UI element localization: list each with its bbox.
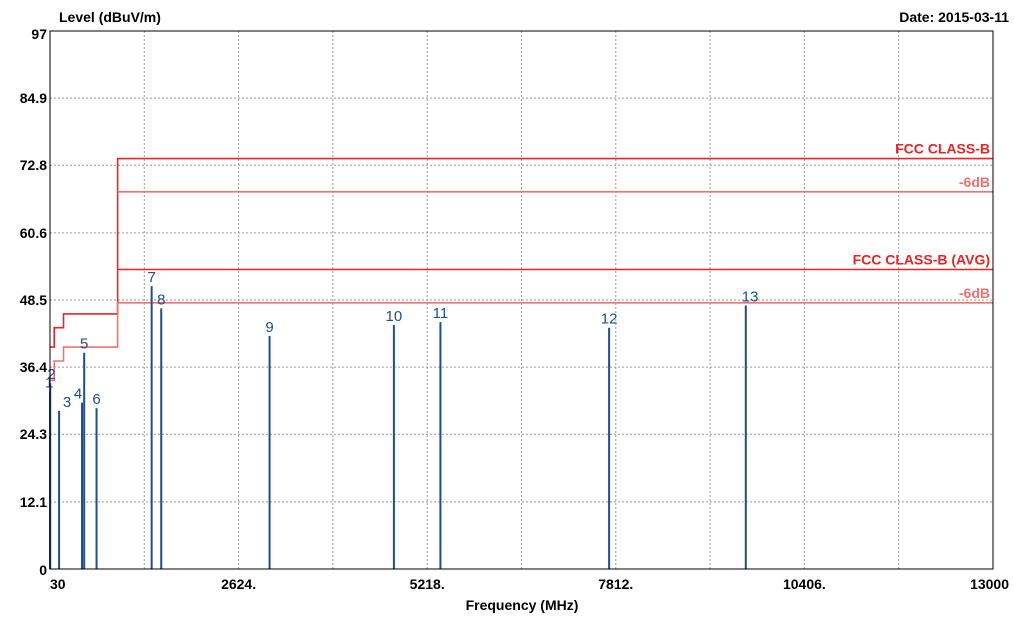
marker-label: 2	[47, 366, 55, 383]
tick-labels: 30 2624. 5218. 7812. 10406. 13000 0 12.1 24.3 36.…	[20, 26, 1009, 592]
marker-label: 10	[386, 308, 403, 325]
limit-lines: FCC CLASS-B -6dB FCC CLASS-B (AVG) -6dB	[50, 141, 993, 382]
marker-label: 8	[157, 291, 165, 308]
marker-label: 12	[601, 311, 618, 328]
x-tick-label: 5218.	[410, 576, 445, 592]
marker-label: 11	[433, 305, 449, 322]
marker-label: 5	[80, 336, 88, 353]
marker-label: 13	[742, 289, 759, 306]
y-axis-title: Level (dBuV/m)	[59, 9, 161, 25]
marker-label: 9	[265, 319, 273, 336]
x-axis-title: Frequency (MHz)	[466, 597, 579, 613]
x-tick-label: 30	[50, 576, 66, 592]
marker-label: 7	[147, 269, 155, 286]
limit-label-2: FCC CLASS-B (AVG)	[853, 251, 990, 267]
limit-line-3	[50, 301, 993, 382]
y-tick-label: 72.8	[20, 157, 47, 173]
marker-label: 6	[92, 391, 100, 408]
y-tick-label: 97	[31, 26, 47, 42]
limit-line-0	[50, 157, 993, 348]
limit-label-1: -6dB	[959, 174, 990, 190]
x-tick-label: 13000	[970, 576, 1009, 592]
y-tick-label: 60.6	[20, 225, 47, 241]
y-tick-label: 36.4	[20, 359, 47, 375]
y-tick-label: 48.5	[20, 292, 47, 308]
limit-label-0: FCC CLASS-B	[895, 141, 990, 157]
x-tick-label: 7812.	[598, 576, 633, 592]
y-tick-label: 24.3	[20, 426, 47, 442]
limit-label-3: -6dB	[959, 285, 990, 301]
x-tick-label: 10406.	[783, 576, 826, 592]
x-tick-label: 2624.	[221, 576, 256, 592]
marker-label: 1	[45, 375, 53, 392]
marker-label: 3	[63, 394, 71, 411]
date-label: Date: 2015-03-11	[899, 9, 1009, 25]
y-tick-label: 0	[39, 562, 47, 578]
y-tick-label: 12.1	[20, 494, 47, 510]
marker-label: 4	[74, 386, 82, 403]
plot-frame	[49, 30, 994, 570]
y-tick-label: 84.9	[20, 90, 47, 106]
